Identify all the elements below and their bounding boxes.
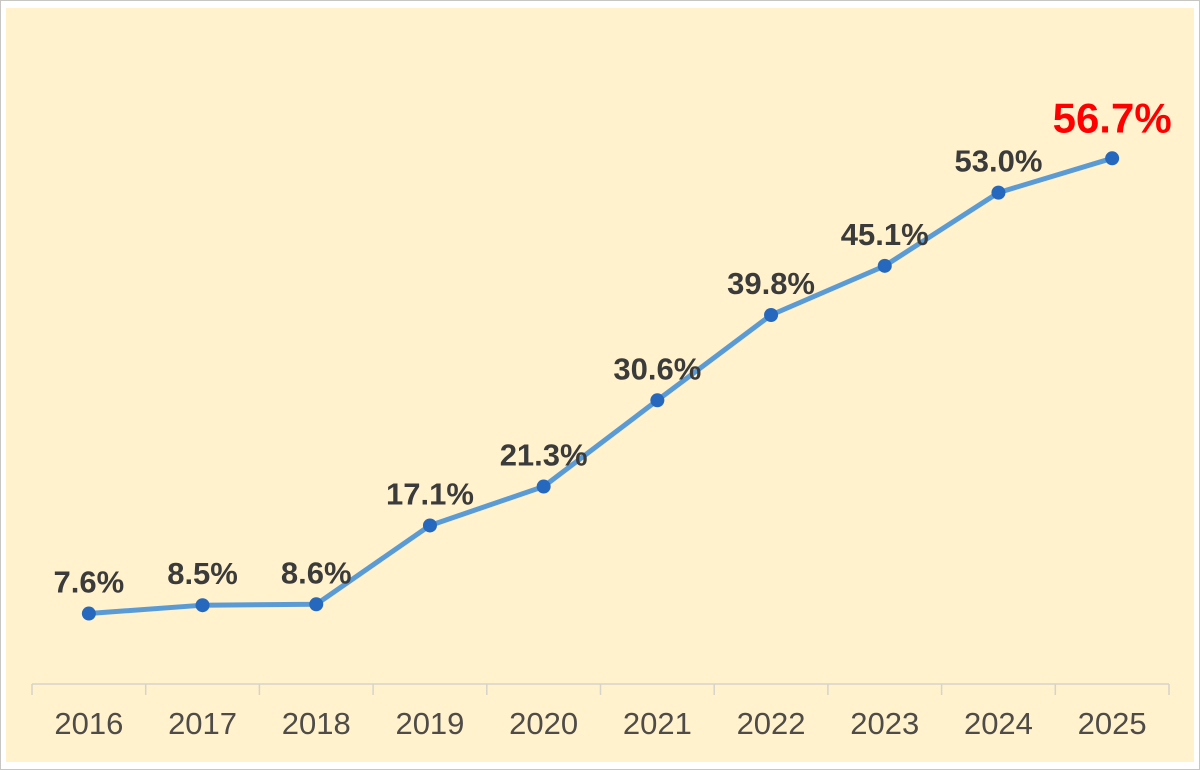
data-point-2025 (1105, 151, 1120, 166)
data-label-2021: 30.6% (613, 351, 701, 386)
data-label-2019: 17.1% (386, 476, 474, 511)
data-label-2023: 45.1% (841, 217, 929, 252)
highlight-data-label-2025: 56.7% (1053, 94, 1172, 141)
x-tick-label-2016: 2016 (54, 706, 123, 741)
trend-line (86, 155, 1115, 617)
data-label-2022: 39.8% (727, 266, 815, 301)
data-point-2020 (536, 479, 551, 494)
x-tick-label-2021: 2021 (623, 706, 692, 741)
data-point-2021 (650, 393, 665, 408)
x-tick-label-2018: 2018 (282, 706, 351, 741)
data-label-2017: 8.5% (167, 556, 238, 591)
data-point-2019 (422, 518, 437, 533)
x-tick-label-2019: 2019 (395, 706, 464, 741)
x-tick-label-2024: 2024 (964, 706, 1033, 741)
data-label-2020: 21.3% (500, 438, 588, 473)
x-tick-label-2022: 2022 (737, 706, 806, 741)
data-point-2024 (991, 185, 1006, 200)
x-tick-label-2017: 2017 (168, 706, 237, 741)
data-label-2018: 8.6% (281, 555, 352, 590)
x-tick-label-2025: 2025 (1078, 706, 1147, 741)
plot-background (6, 8, 1194, 762)
data-label-2016: 7.6% (54, 565, 125, 600)
data-point-2023 (877, 258, 892, 273)
x-tick-label-2020: 2020 (509, 706, 578, 741)
data-point-2022 (764, 307, 779, 322)
x-tick-label-2023: 2023 (850, 706, 919, 741)
data-point-2016 (81, 606, 96, 621)
data-label-2024: 53.0% (954, 144, 1042, 179)
data-point-2017 (195, 598, 210, 613)
data-point-2018 (309, 597, 324, 612)
